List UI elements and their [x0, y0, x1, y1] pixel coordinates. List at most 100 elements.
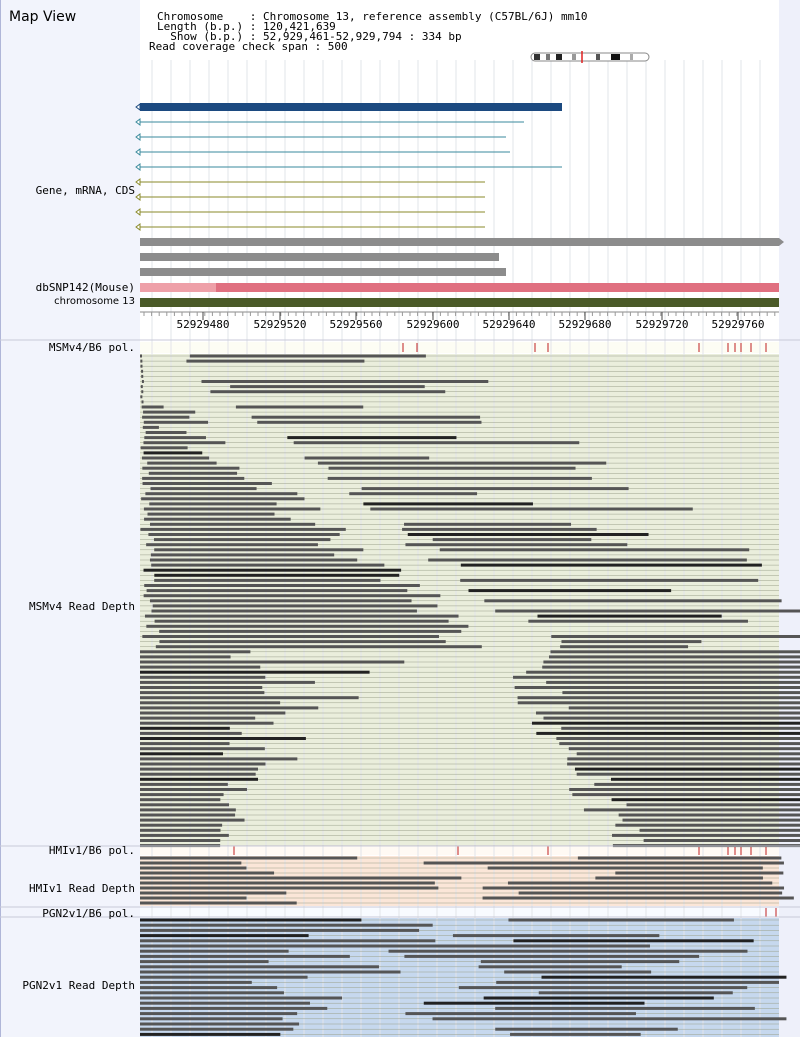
pgn-read: [373, 944, 650, 948]
hmi-read: [482, 896, 794, 900]
pgn-read: [140, 965, 379, 969]
msm-read: [146, 624, 469, 628]
mrna-line: [140, 151, 510, 153]
msm-read: [140, 833, 229, 837]
msm-read: [543, 660, 800, 664]
msm-read: [439, 548, 750, 552]
msm-read: [154, 619, 449, 623]
show-range-info: Show (b.p.) : 52,929,461-52,929,794 : 33…: [157, 30, 462, 43]
track-label-hmi-depth: HMIv1 Read Depth: [29, 882, 135, 895]
msm-read: [140, 731, 242, 735]
msm-read: [149, 558, 358, 562]
hmi-read: [482, 886, 785, 890]
coverage-span-info: Read coverage check span : 500: [149, 40, 348, 53]
msm-read: [140, 650, 251, 654]
pgn-read: [140, 1032, 281, 1036]
pgn-read: [140, 1012, 298, 1016]
ruler-tick-label: 52929760: [711, 318, 765, 331]
ruler-tick-label: 52929600: [406, 318, 460, 331]
msm-read: [140, 395, 143, 399]
msm-read: [151, 563, 385, 567]
mrna-line: [140, 136, 506, 138]
cds-line-arrow: [135, 178, 141, 186]
chromosome-info: Chromosome : Chromosome 13, reference as…: [157, 10, 588, 23]
msm-read: [144, 614, 459, 618]
ruler-tick-label: 52929680: [558, 318, 612, 331]
hmi-read: [140, 881, 435, 885]
msm-read: [517, 696, 800, 700]
msm-read: [622, 818, 800, 822]
msm-read: [141, 405, 164, 409]
pgn-read: [140, 928, 420, 932]
msm-read: [140, 767, 258, 771]
msm-read: [140, 772, 256, 776]
msm-read: [142, 466, 240, 470]
hmi-read: [140, 866, 247, 870]
msm-read: [550, 650, 800, 654]
msm-read: [618, 813, 800, 817]
pgn-read: [510, 1032, 641, 1036]
hmi-read: [140, 861, 242, 865]
msm-read: [150, 487, 257, 491]
pgn-read: [538, 991, 733, 995]
msm-read: [140, 711, 286, 715]
msm-read: [159, 629, 462, 633]
msm-read: [257, 420, 482, 424]
gene-bar-arrow: [135, 103, 141, 111]
pgn-read: [140, 923, 433, 927]
msm-read: [542, 665, 800, 669]
msm-read: [574, 767, 800, 771]
pgn-pol-background: [140, 907, 779, 917]
msm-read: [327, 476, 592, 480]
msm-read: [210, 390, 446, 394]
msm-read: [528, 619, 748, 623]
msm-read: [140, 839, 221, 842]
msm-read: [150, 553, 335, 557]
msm-read: [576, 772, 800, 776]
msm-read: [149, 599, 412, 603]
msm-read: [140, 385, 143, 389]
msm-read: [140, 680, 315, 684]
msm-read: [526, 670, 800, 674]
chromosome-bar: [140, 298, 779, 307]
msm-read: [140, 716, 256, 720]
cds-line: [140, 196, 485, 198]
msm-read: [612, 833, 800, 837]
msm-read: [251, 415, 481, 419]
msm-read: [140, 808, 236, 812]
mrna-line-arrow: [135, 118, 141, 126]
msm-read: [186, 359, 365, 363]
track-label-gene: Gene, mRNA, CDS: [35, 184, 135, 197]
msm-read: [460, 578, 759, 582]
msm-read: [140, 818, 245, 822]
msm-read: [143, 441, 226, 445]
pgn-read: [140, 980, 252, 984]
ideogram-band: [546, 54, 550, 60]
msm-read: [405, 543, 628, 547]
msm-read: [141, 380, 144, 383]
page-title: Map View: [9, 9, 77, 25]
msm-read: [146, 543, 318, 547]
msm-read: [514, 686, 800, 689]
hmi-read: [140, 901, 297, 905]
msm-read: [328, 466, 576, 470]
msm-read: [149, 502, 277, 506]
hmi-read: [423, 861, 784, 865]
ideogram-band: [556, 54, 562, 60]
ruler-tick-label: 52929560: [329, 318, 383, 331]
msm-read: [154, 578, 381, 582]
hmi-read: [140, 886, 439, 890]
msm-read: [140, 359, 143, 363]
hmi-read: [140, 856, 358, 860]
pgn-read: [140, 918, 362, 922]
msm-read: [140, 721, 274, 725]
ruler-tick-label: 52929520: [253, 318, 307, 331]
ruler-tick-label: 52929640: [482, 318, 536, 331]
msm-read: [495, 609, 800, 613]
msm-read: [370, 507, 693, 511]
pgn-read: [140, 949, 289, 953]
msm-read: [140, 696, 359, 700]
msm-read: [140, 354, 142, 358]
mrna-line-arrow: [135, 148, 141, 156]
